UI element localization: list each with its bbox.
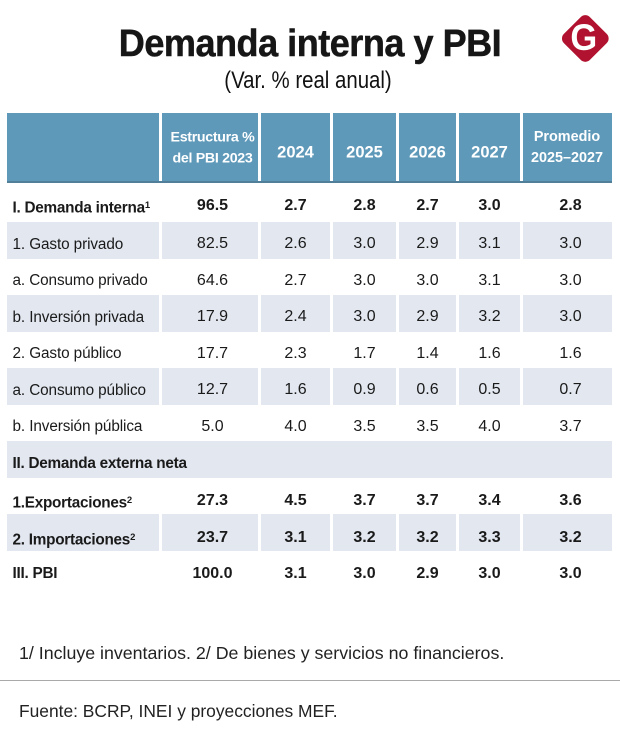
svg-text:G: G [570,16,597,59]
